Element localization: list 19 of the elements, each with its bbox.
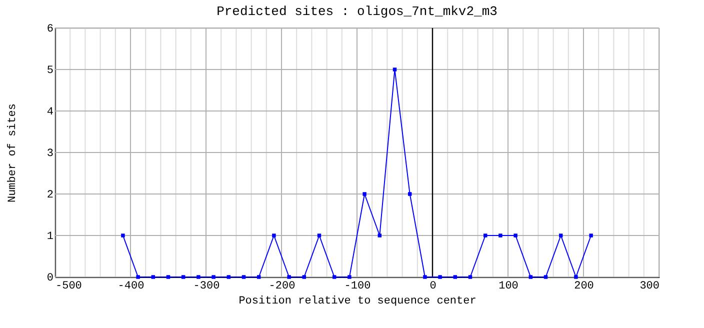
x-tick-label: -300 bbox=[193, 280, 220, 292]
x-tick-label: 100 bbox=[498, 280, 518, 292]
x-tick-label: -400 bbox=[118, 280, 144, 292]
x-axis-title: Position relative to sequence center bbox=[238, 296, 476, 308]
y-tick-label: 1 bbox=[46, 231, 54, 243]
x-tick-label: -200 bbox=[268, 280, 296, 292]
y-axis-title: Number of sites bbox=[6, 103, 19, 203]
y-tick-label: 3 bbox=[46, 148, 54, 160]
y-tick-label: 0 bbox=[46, 272, 54, 284]
y-tick-label: 4 bbox=[46, 106, 54, 118]
y-tick-label: 2 bbox=[46, 190, 54, 202]
y-tick-label: 6 bbox=[46, 24, 54, 36]
y-tick-label: 5 bbox=[46, 65, 54, 77]
x-tick-label: 0 bbox=[430, 280, 436, 292]
x-tick-label: -100 bbox=[344, 280, 371, 292]
x-tick-label: 200 bbox=[574, 280, 594, 292]
chart-title: Predicted sites : oligos_7nt_mkv2_m3 bbox=[216, 4, 498, 19]
x-tick-label: 300 bbox=[640, 280, 660, 292]
x-tick-label: -500 bbox=[56, 280, 82, 292]
